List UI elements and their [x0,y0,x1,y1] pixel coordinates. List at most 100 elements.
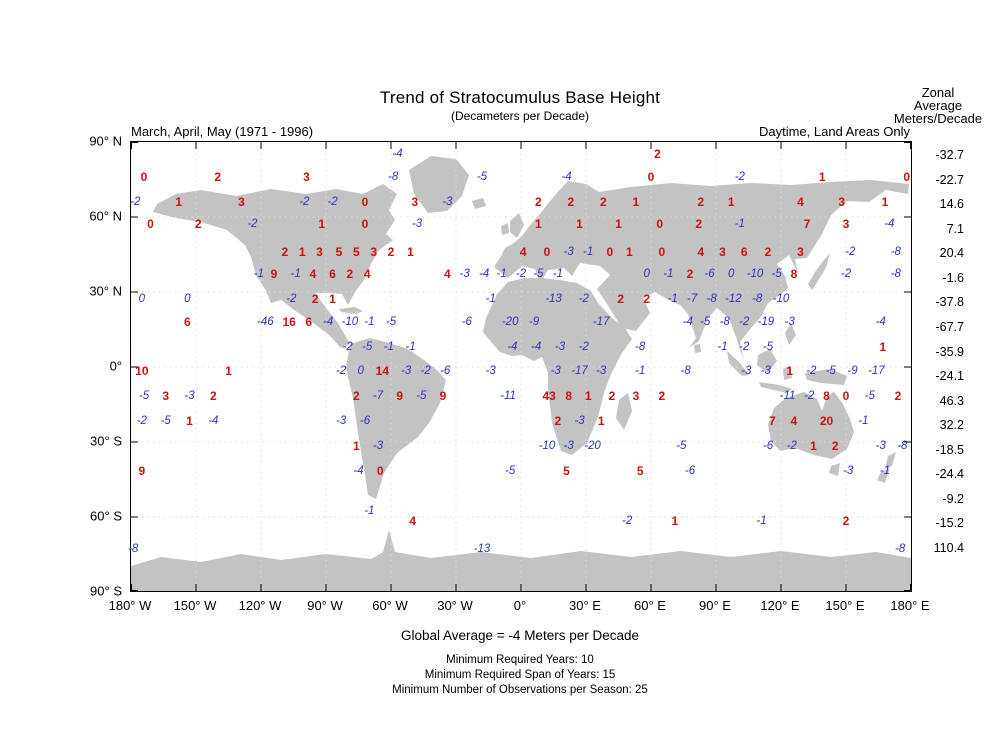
landmass-sumatra [727,351,749,376]
y-tick-label: 90° S [90,583,122,599]
landmass-australia [768,392,854,459]
trend-value: -10 [746,268,764,281]
landmass-north-america [153,184,397,348]
landmass-new-zealand-north [885,452,896,469]
trend-value: -2 [420,365,431,378]
trend-value: 14 [375,364,390,379]
trend-value: -1 [663,268,674,281]
trend-value: -3 [184,390,195,403]
trend-value: 6 [740,244,748,259]
trend-value: -2 [327,195,338,208]
trend-value: 2 [209,389,217,404]
trend-value: 4 [443,267,451,282]
zonal-average-value: -22.7 [935,172,965,187]
zonal-average-value: -37.8 [935,295,965,310]
trend-value: -3 [401,365,412,378]
trend-value: -5 [864,390,875,403]
trend-value: -3 [485,365,496,378]
trend-value: -4 [353,465,364,478]
landmass-japan [808,253,830,290]
trend-value: 43 [542,389,556,404]
x-tick-label: 150° E [825,598,865,613]
landmass-cuba [339,307,363,314]
chart-subtitle: (Decameters per Decade) [450,109,590,123]
trend-value: 1 [298,244,306,259]
landmass-java [759,382,792,393]
trend-value: 2 [567,194,575,209]
trend-value: 4 [409,514,416,529]
trend-value: 0 [606,244,614,259]
trend-value: 2 [842,514,850,529]
trend-value: -6 [461,315,472,328]
trend-value: -3 [411,218,423,231]
trend-value: -8 [635,340,646,353]
landmass-south-america [346,338,446,499]
landmass-sri-lanka [694,344,701,353]
trend-value: -3 [372,440,384,453]
trend-value: 2 [311,292,319,307]
trend-value: 1 [727,194,735,209]
trend-value: 4 [363,267,371,282]
chart-title: Trend of Stratocumulus Base Height [379,88,661,107]
x-tick-label: 90° W [307,598,343,613]
trend-value: -1 [552,268,563,281]
trend-value: 2 [346,267,354,282]
trend-value: 8 [565,389,572,404]
trend-value: 2 [534,194,542,209]
trend-value: -12 [725,293,742,306]
trend-value: 0 [361,217,369,232]
trend-value: 2 [554,414,562,429]
trend-value: 2 [617,292,624,307]
trend-value: 3 [719,244,726,259]
trend-value: -1 [717,340,728,353]
trend-value: 2 [894,389,902,404]
trend-value: 7 [803,217,811,232]
x-tick-label: 180° E [890,598,930,613]
trend-value: 0 [140,169,148,184]
zonal-average-value: -1.6 [942,270,964,285]
trend-value: -2 [804,390,815,403]
trend-value: 1 [318,217,325,232]
y-tick-label: 60° S [90,508,122,524]
trend-value: 7 [768,414,776,429]
trend-value: 4 [309,267,317,282]
x-tick-label: 60° W [372,598,408,613]
axis-ticks [131,142,911,591]
trend-value: 3 [316,244,323,259]
trend-value: 1 [671,514,679,529]
trend-value: 1 [615,217,622,232]
trend-value: -5 [362,340,373,353]
x-tick-label: 0° [513,598,527,613]
trend-value: 2 [695,217,702,232]
trend-value: -3 [843,465,854,478]
trend-value: 0 [543,244,551,259]
trend-value: 1 [597,414,605,429]
trend-value: 3 [842,217,850,232]
trend-value: -4 [507,340,518,353]
trend-value: 1 [810,439,817,454]
trend-value: -6 [704,268,715,281]
trend-value: -10 [538,440,556,453]
trend-value: -2 [786,440,797,453]
trend-value: -8 [752,293,763,306]
zonal-average-value: 14.6 [939,197,964,212]
trend-value: 1 [786,364,793,379]
landmass-new-guinea [805,369,847,385]
trend-value: -1 [879,465,891,478]
trend-value: -2 [342,340,353,353]
trend-value: 8 [790,267,798,282]
trend-value: 1 [625,244,633,259]
trend-value: -4 [479,268,490,281]
zonal-header-line3: Meters/Decade [893,111,983,126]
trend-value: -3 [875,440,886,453]
trend-value: 0 [357,365,364,378]
trend-value: -2 [336,365,347,378]
footer-note-2: Minimum Required Span of Years: 15 [424,669,616,681]
trend-value: -8 [680,365,691,378]
trend-value: -7 [687,293,698,306]
trend-value: -3 [760,365,771,378]
trend-value: -19 [757,315,775,328]
trend-value: -9 [528,315,540,328]
trend-value: -2 [515,268,527,281]
y-tick-label: 30° N [89,283,122,299]
